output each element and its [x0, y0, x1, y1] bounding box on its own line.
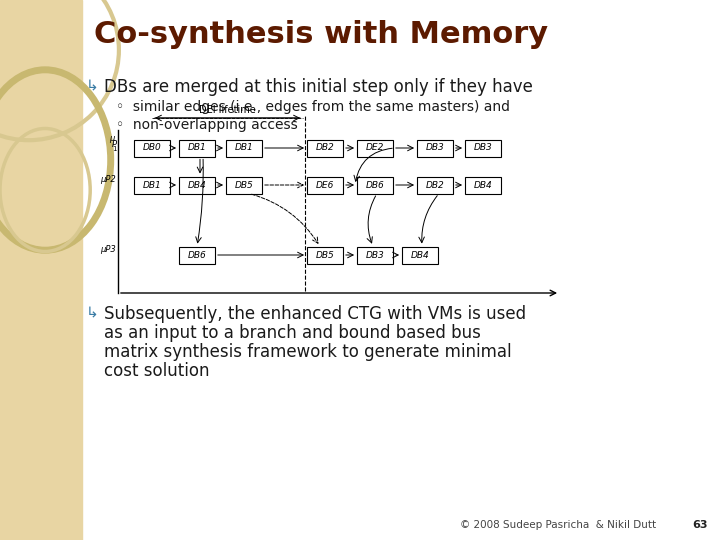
Bar: [226, 177, 262, 193]
Bar: [226, 139, 262, 157]
Text: DE6: DE6: [316, 180, 334, 190]
Text: µ: µ: [109, 134, 114, 143]
Bar: [465, 177, 501, 193]
Text: Co-synthesis with Memory: Co-synthesis with Memory: [94, 20, 548, 49]
Text: DB6: DB6: [188, 251, 207, 260]
Bar: [357, 246, 393, 264]
Text: DB4: DB4: [410, 251, 429, 260]
Text: DB4: DB4: [188, 180, 207, 190]
Bar: [134, 177, 170, 193]
Text: matrix synthesis framework to generate minimal: matrix synthesis framework to generate m…: [104, 343, 512, 361]
Text: Subsequently, the enhanced CTG with VMs is used: Subsequently, the enhanced CTG with VMs …: [104, 305, 526, 323]
Text: DB3: DB3: [426, 144, 444, 152]
Text: ◦  non-overlapping access: ◦ non-overlapping access: [116, 118, 298, 132]
Bar: [0, 0, 82, 540]
Bar: [402, 246, 438, 264]
Bar: [307, 246, 343, 264]
Text: DB1: DB1: [235, 144, 253, 152]
Bar: [134, 139, 170, 157]
Text: P: P: [112, 140, 117, 149]
Text: ↳: ↳: [86, 305, 99, 320]
Bar: [357, 139, 393, 157]
Text: DB0: DB0: [143, 144, 161, 152]
Text: DB6: DB6: [366, 180, 384, 190]
Text: ◦  similar edges (i.e., edges from the same masters) and: ◦ similar edges (i.e., edges from the sa…: [116, 100, 510, 114]
Text: DEI lifetime: DEI lifetime: [199, 105, 256, 115]
Text: DB3: DB3: [366, 251, 384, 260]
Text: © 2008 Sudeep Pasricha  & Nikil Dutt: © 2008 Sudeep Pasricha & Nikil Dutt: [460, 520, 656, 530]
Bar: [307, 139, 343, 157]
Text: DB2: DB2: [315, 144, 334, 152]
Text: DB4: DB4: [474, 180, 492, 190]
Text: DB1: DB1: [188, 144, 207, 152]
Text: ↳: ↳: [86, 78, 99, 93]
Text: µP3: µP3: [100, 245, 116, 253]
Text: 1: 1: [112, 146, 117, 152]
Bar: [179, 139, 215, 157]
Bar: [357, 177, 393, 193]
Bar: [417, 177, 453, 193]
Text: as an input to a branch and bound based bus: as an input to a branch and bound based …: [104, 324, 481, 342]
Bar: [179, 246, 215, 264]
Text: DB5: DB5: [235, 180, 253, 190]
Text: 63: 63: [693, 520, 708, 530]
Text: DB3: DB3: [474, 144, 492, 152]
Text: DE2: DE2: [366, 144, 384, 152]
Text: µP2: µP2: [100, 174, 116, 184]
Text: DB5: DB5: [315, 251, 334, 260]
Text: cost solution: cost solution: [104, 362, 210, 380]
Text: DB2: DB2: [426, 180, 444, 190]
Bar: [417, 139, 453, 157]
Bar: [465, 139, 501, 157]
Bar: [179, 177, 215, 193]
Bar: [307, 177, 343, 193]
Text: DB1: DB1: [143, 180, 161, 190]
Text: DBs are merged at this initial step only if they have: DBs are merged at this initial step only…: [104, 78, 533, 96]
